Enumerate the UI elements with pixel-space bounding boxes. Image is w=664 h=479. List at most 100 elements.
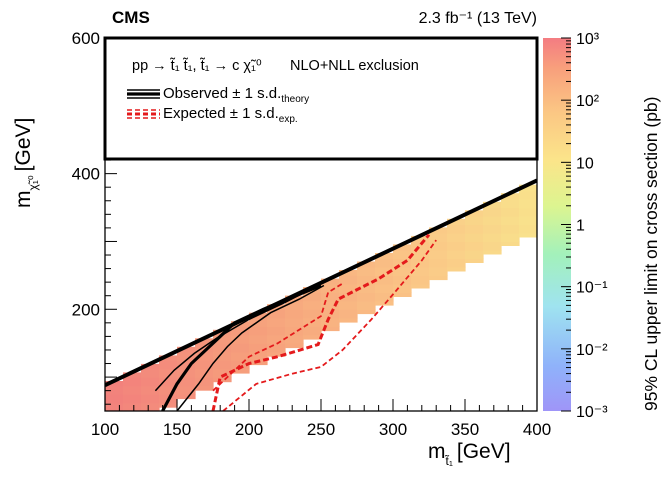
heat-cell <box>213 351 232 361</box>
heat-cell <box>141 377 160 387</box>
x-tick-label: 150 <box>163 420 191 439</box>
heat-cell <box>519 224 537 234</box>
heat-cell <box>105 385 124 395</box>
heat-cell <box>123 394 142 404</box>
heat-cell <box>231 343 250 353</box>
heat-cell <box>303 309 322 319</box>
heat-cell <box>357 292 376 302</box>
heat-cell <box>465 241 484 251</box>
heat-cell <box>411 235 430 243</box>
heat-cell <box>105 381 124 387</box>
heat-cell <box>357 261 376 268</box>
heat-cell <box>357 309 376 315</box>
heat-cell <box>375 292 394 302</box>
heat-cell <box>159 355 178 361</box>
heat-cell <box>447 218 466 226</box>
x-tick-label: 300 <box>379 420 407 439</box>
heat-cell <box>447 258 466 268</box>
heat-cell <box>357 283 376 293</box>
heat-cell <box>429 241 448 251</box>
colorbar-tick-label: 10 <box>576 155 594 172</box>
heat-cell <box>447 249 466 259</box>
legend-observed-symbol <box>127 89 160 99</box>
heat-cell <box>123 385 142 395</box>
heat-cell <box>321 292 340 302</box>
experiment-label: CMS <box>112 8 150 27</box>
heat-cell <box>483 241 502 251</box>
heat-cell <box>213 343 232 353</box>
legend-process: pp → t̃₁ t̃₁, t̃₁ → c χ̃₁⁰ <box>132 57 262 74</box>
heat-cell <box>429 275 448 281</box>
heat-cell <box>141 394 160 404</box>
heat-cell <box>141 368 160 378</box>
heat-cell <box>411 266 430 276</box>
heat-cell <box>465 233 484 243</box>
heat-cell <box>213 360 232 370</box>
heat-cell <box>429 233 448 243</box>
heat-cell <box>429 258 448 268</box>
heat-cell <box>447 224 466 234</box>
heat-cell <box>159 377 178 387</box>
heat-cell <box>267 317 286 327</box>
legend-exclusion: NLO+NLL exclusion <box>290 58 419 74</box>
heat-cell <box>519 216 537 226</box>
y-axis: 200 400 600 <box>72 29 117 405</box>
heat-cell <box>339 283 358 293</box>
heat-cell <box>123 377 142 387</box>
legend-observed-label: Observed ± 1 s.d.theory <box>163 85 309 105</box>
heat-cell <box>483 233 502 243</box>
heat-cell <box>231 334 250 344</box>
heat-cell <box>375 266 394 276</box>
heat-cell <box>375 300 394 306</box>
heat-cell <box>501 233 520 243</box>
heat-cell <box>375 258 394 268</box>
heat-cell <box>501 193 520 200</box>
heat-cell <box>141 363 160 370</box>
heat-cell <box>213 368 232 378</box>
heat-cell <box>411 258 430 268</box>
x-tick-label: 400 <box>523 420 551 439</box>
heat-cell <box>321 300 340 310</box>
heat-cell <box>393 292 412 297</box>
heat-cell <box>249 343 268 353</box>
heat-cell <box>321 317 340 327</box>
heat-cell <box>141 402 160 411</box>
x-axis-title: mt̃₁ [GeV] <box>428 440 511 468</box>
heat-cell <box>303 326 322 336</box>
heat-cell <box>339 292 358 302</box>
heat-cell <box>267 351 286 357</box>
heat-cell <box>465 224 484 234</box>
legend-expected-label: Expected ± 1 s.d.exp. <box>163 105 298 125</box>
expected-contour <box>211 233 431 411</box>
heat-cell <box>411 275 430 285</box>
heat-cell <box>465 216 484 226</box>
heat-cell <box>501 199 520 209</box>
heat-cell <box>177 360 196 370</box>
heat-cell <box>303 292 322 302</box>
heat-cell <box>249 351 268 361</box>
colorbar-title: 95% CL upper limit on cross section (pb) <box>641 97 661 412</box>
exclusion-contours <box>105 178 537 411</box>
heat-cell <box>105 402 124 411</box>
heat-cell <box>231 351 250 361</box>
heat-cell <box>195 338 214 344</box>
colorbar-axis: 10⁻³ 10⁻² 10⁻¹ 1 10 10² 10³ <box>561 31 608 421</box>
heat-cell <box>375 253 394 260</box>
heat-cell <box>195 385 214 391</box>
heat-cell <box>393 249 412 259</box>
heat-cell <box>195 368 214 378</box>
heat-cell <box>411 249 430 259</box>
heat-cell <box>447 233 466 243</box>
heat-cell <box>213 334 232 344</box>
heat-cell <box>123 402 142 411</box>
legend-expected-symbol <box>127 109 160 119</box>
heat-cell <box>519 233 537 238</box>
heat-cell <box>357 300 376 310</box>
heat-cell <box>429 249 448 259</box>
heat-cell <box>375 283 394 293</box>
y-axis-title: mχ̃₁⁰[GeV] <box>12 118 40 208</box>
x-tick-label: 250 <box>307 420 335 439</box>
luminosity-energy: 2.3 fb⁻¹ (13 TeV) <box>419 10 537 27</box>
heat-cell <box>339 300 358 310</box>
